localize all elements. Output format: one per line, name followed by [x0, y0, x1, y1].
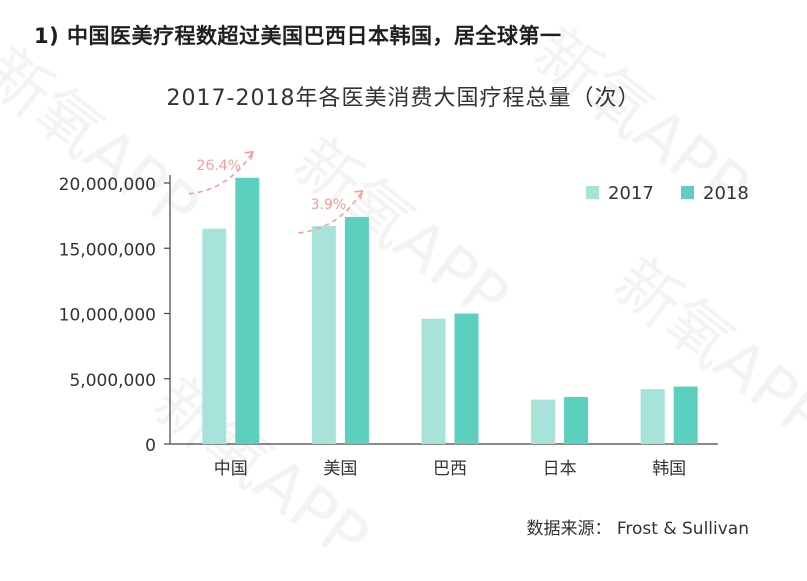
legend-swatch-2017: [586, 186, 599, 199]
y-tick-label: 5,000,000: [69, 371, 156, 391]
bar-2017: [640, 389, 665, 444]
bar-2018: [344, 216, 369, 444]
growth-arrowhead: [244, 150, 254, 160]
x-tick-label: 日本: [543, 459, 577, 479]
bar-2017: [531, 399, 556, 444]
x-tick-label: 巴西: [433, 459, 467, 479]
bar-2018: [564, 397, 589, 444]
bar-2017: [421, 318, 446, 444]
growth-arrowhead: [354, 189, 364, 200]
x-tick-label: 美国: [323, 459, 357, 479]
x-tick-label: 韩国: [652, 459, 686, 479]
y-tick-label: 15,000,000: [59, 240, 156, 260]
y-tick-label: 20,000,000: [59, 175, 156, 195]
y-tick-label: 0: [145, 436, 156, 456]
bar-2018: [454, 313, 479, 444]
growth-arrow: [298, 190, 364, 234]
bar-2018: [673, 386, 698, 444]
legend-swatch-2018: [681, 186, 694, 199]
growth-arrow: [188, 151, 254, 195]
x-tick-label: 中国: [214, 459, 248, 479]
growth-label: 26.4%: [197, 158, 241, 174]
y-tick-label: 10,000,000: [59, 306, 156, 326]
legend-label-2017: 2017: [608, 183, 654, 204]
data-source: 数据来源： Frost & Sullivan: [526, 519, 749, 539]
bar-2017: [311, 226, 336, 444]
legend-label-2018: 2018: [703, 183, 749, 204]
chart-title: 2017-2018年各医美消费大国疗程总量（次）: [166, 86, 641, 111]
bar-2018: [235, 177, 260, 444]
bar-2017: [202, 228, 227, 444]
growth-label: 3.9%: [311, 197, 347, 213]
page-heading: 1) 中国医美疗程数超过美国巴西日本韩国，居全球第一: [34, 24, 562, 48]
